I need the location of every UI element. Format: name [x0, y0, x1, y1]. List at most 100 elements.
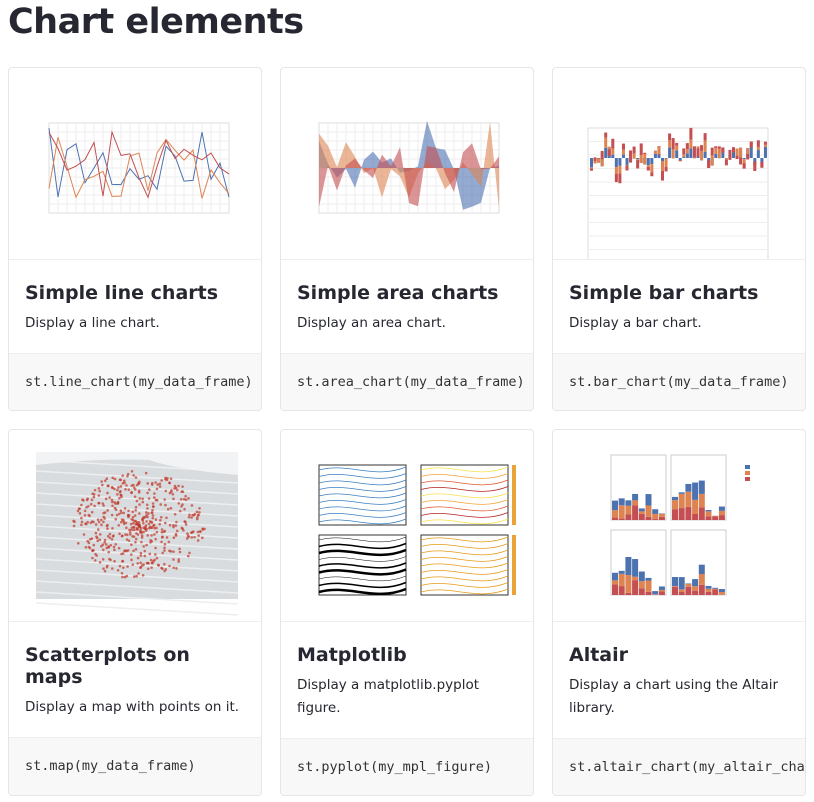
streamline	[420, 518, 509, 525]
card[interactable]: Simple area charts Display an area chart.…	[280, 67, 534, 411]
point	[139, 561, 142, 565]
point	[87, 505, 90, 508]
page-title: Chart elements	[8, 2, 304, 42]
bar	[710, 155, 714, 166]
point	[142, 563, 145, 566]
thumbnail	[553, 454, 805, 622]
streamline	[318, 568, 407, 576]
point	[133, 514, 137, 517]
bar	[705, 591, 712, 595]
bar	[685, 483, 692, 492]
bar	[756, 140, 760, 147]
point	[190, 536, 194, 539]
card-description: Display a matplotlib.pyplot figure.	[297, 677, 479, 716]
streamline	[420, 492, 509, 499]
point	[127, 515, 130, 519]
point	[83, 509, 87, 513]
point	[133, 488, 137, 491]
point	[145, 503, 149, 507]
point	[175, 529, 179, 533]
bar	[638, 588, 645, 595]
point	[184, 523, 188, 526]
colorbar	[512, 465, 516, 525]
point	[178, 547, 181, 551]
point	[80, 520, 84, 524]
point	[101, 558, 105, 561]
point	[102, 504, 105, 507]
bar	[645, 580, 652, 592]
point	[170, 490, 173, 494]
point	[117, 546, 121, 550]
bar	[611, 154, 615, 158]
point	[190, 531, 194, 534]
point	[197, 513, 200, 517]
point	[177, 558, 181, 561]
bar	[653, 153, 657, 158]
street	[35, 503, 239, 517]
subplot	[420, 464, 509, 526]
bar	[645, 577, 652, 581]
card[interactable]: Matplotlib Display a matplotlib.pyplot fi…	[280, 429, 534, 796]
point	[134, 540, 137, 544]
bar	[652, 519, 659, 520]
point	[132, 483, 135, 487]
point	[131, 515, 135, 519]
bar	[696, 148, 700, 157]
bar	[692, 579, 699, 587]
point	[150, 561, 154, 565]
point	[150, 483, 154, 486]
point	[106, 484, 110, 488]
point	[151, 514, 155, 517]
point	[120, 534, 124, 538]
point	[126, 533, 129, 537]
point	[130, 526, 134, 529]
point	[89, 502, 93, 506]
bar	[621, 154, 625, 158]
point	[139, 526, 143, 530]
bar	[760, 158, 764, 166]
point	[168, 549, 171, 553]
card[interactable]: Simple bar charts Display a bar chart. st.…	[552, 67, 806, 411]
point	[151, 516, 155, 520]
point	[154, 481, 157, 484]
streamline	[318, 473, 407, 479]
bar	[692, 513, 699, 520]
point	[82, 499, 85, 502]
point	[160, 530, 164, 534]
bar	[675, 142, 679, 146]
bar	[714, 148, 718, 154]
point	[172, 525, 175, 529]
bar	[700, 145, 704, 151]
point	[114, 517, 118, 521]
bar	[632, 494, 639, 501]
point	[122, 479, 126, 483]
point	[187, 515, 191, 519]
streamline	[318, 556, 407, 562]
bar	[672, 586, 678, 595]
bar	[735, 155, 739, 160]
card[interactable]: Simple line charts Display a line chart. s…	[8, 67, 262, 411]
point	[169, 506, 173, 510]
streamline	[318, 548, 407, 557]
streamline	[420, 479, 509, 486]
street	[35, 481, 239, 495]
streamline	[420, 486, 509, 492]
point	[163, 562, 166, 566]
point	[126, 565, 129, 568]
card-description: Display an area chart.	[297, 315, 446, 331]
thumbnail	[281, 464, 533, 622]
point	[80, 523, 83, 527]
point	[136, 556, 140, 560]
point	[150, 511, 154, 515]
card[interactable]: Scatterplots on maps Display a map with p…	[8, 429, 262, 796]
bar	[698, 507, 705, 520]
point	[111, 526, 114, 530]
point	[105, 477, 109, 481]
card-title: Scatterplots on maps	[25, 644, 190, 688]
bar	[646, 167, 650, 171]
card[interactable]: Altair Display a chart using the Altair l…	[552, 429, 806, 796]
bar	[636, 159, 640, 160]
bar	[721, 148, 725, 158]
bar	[600, 159, 604, 167]
point	[107, 550, 110, 554]
